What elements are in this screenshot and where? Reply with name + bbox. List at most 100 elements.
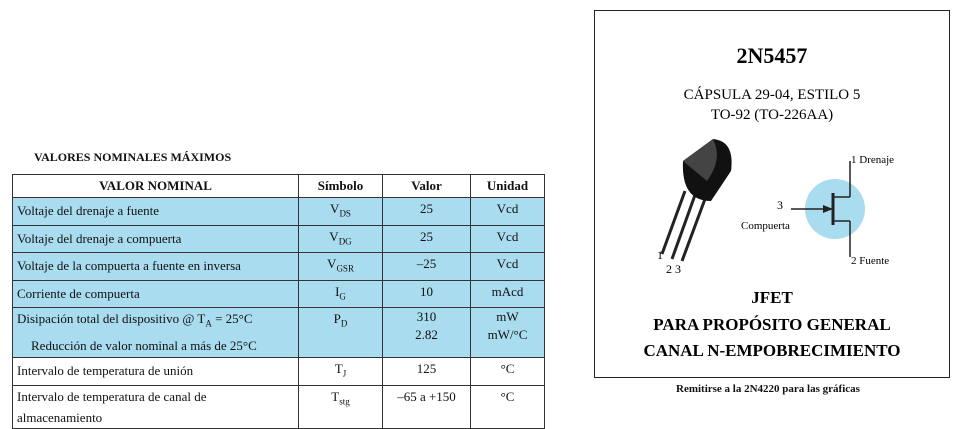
parameter-cell: Corriente de compuerta [12,279,299,309]
value: 10 [420,283,433,299]
table-row: Disipación total del dispositivo @ TA = … [12,307,545,358]
table-row: Voltaje de la compuerta a fuente en inve… [12,252,545,281]
symbol: V [330,201,340,216]
device-graphic: 2N5457 CÁPSULA 29-04, ESTILO 5 TO-92 (TO… [643,43,900,360]
unit-cell: °C [470,384,545,429]
parameter-line: Disipación total del dispositivo @ TA = … [17,308,294,335]
device-desc: CANAL N-EMPOBRECIMIENTO [643,341,900,360]
symbol-cell: TJ [298,356,383,386]
column-header: VALOR NOMINAL [12,174,299,198]
device-box: 2N5457 CÁPSULA 29-04, ESTILO 5 TO-92 (TO… [594,10,950,378]
unit: °C [500,388,515,404]
footnote: Remitirse a la 2N4220 para las gráficas [676,383,860,395]
symbol: P [333,311,341,327]
unit-cell: Vcd [470,197,545,226]
table-row: Voltaje del drenaje a fuente VDS 25 Vcd [12,197,545,226]
parameter-cell: Disipación total del dispositivo @ TA = … [12,307,299,358]
unit: mW/°C [487,327,528,343]
package: CÁPSULA 29-04, ESTILO 5 [684,86,861,103]
parameter-cell: Voltaje del drenaje a compuerta [12,224,299,254]
ratings-table: VALOR NOMINAL Símbolo Valor Unidad Voltaje … [12,174,545,429]
symbol-cell: Tstg [298,384,383,429]
value: 25 [420,201,433,216]
unit-cell: Vcd [470,252,545,281]
symbol-sub: DS [339,208,351,219]
parameter-text: Disipación total del dispositivo @ T [17,311,206,327]
parameter-line: Voltaje de la compuerta a fuente en inve… [17,258,241,274]
column-header: Unidad [470,174,545,198]
parameter-cell: Voltaje del drenaje a fuente [12,197,299,226]
unit-cell: Vcd [470,224,545,254]
value-cell: 310 2.82 [382,307,471,358]
value-cell: –65 a +150 [382,384,471,429]
value: 310 [416,309,437,325]
table-row: Intervalo de temperatura de unión TJ 125 °C [12,356,545,386]
value-cell: 25 [382,197,471,226]
jfet-symbol [791,161,865,257]
value: 25 [420,228,433,244]
symbol-cell: VGSR [298,252,383,281]
symbol-sub: J [342,368,347,379]
column-header: Valor [382,174,471,198]
value-cell: –25 [382,252,471,281]
parameter-sub: A [205,318,212,329]
symbol-sub: G [339,291,346,302]
unit: Vcd [496,228,519,244]
value-cell: 10 [382,279,471,309]
symbol-cell: VDG [298,224,383,254]
unit: Vcd [496,256,519,272]
parameter-line: Corriente de compuerta [17,286,140,302]
pin-label: 3 [777,198,783,212]
unit: °C [500,360,515,376]
pin-label: 2 3 [666,262,681,276]
unit: Vcd [496,201,519,216]
symbol: T [334,360,343,376]
symbol-cell: PD [298,307,383,358]
symbol: T [331,388,340,404]
unit: mW [496,309,519,325]
symbol-sub: DG [338,236,352,247]
value: 2.82 [415,327,438,343]
value: 125 [416,360,437,376]
value: –25 [416,256,437,272]
parameter-cell: Voltaje de la compuerta a fuente en inve… [12,252,299,281]
pin-label: 1 Drenaje [851,154,894,166]
to92-package [660,139,732,262]
value-cell: 25 [382,224,471,254]
unit-cell: °C [470,356,545,386]
device-desc: PARA PROPÓSITO GENERAL [653,315,890,334]
pin-label: Compuerta [741,220,790,232]
package-alt: TO-92 (TO-226AA) [711,107,833,123]
symbol: I [335,283,340,299]
table-row: Intervalo de temperatura de canal de alm… [12,384,545,429]
unit: mAcd [491,283,524,299]
parameter-line: Voltaje del drenaje a compuerta [17,230,182,246]
table-row: Corriente de compuerta IG 10 mAcd [12,279,545,309]
parameter-text: = 25°C [211,311,253,327]
parameter-line: Voltaje del drenaje a fuente [17,203,159,219]
symbol-sub: stg [339,396,350,407]
unit-cell: mAcd [470,279,545,309]
value: –65 a +150 [397,388,456,404]
symbol-sub: GSR [336,263,354,274]
parameter-cell: Intervalo de temperatura de unión [12,356,299,386]
pin-label: 2 Fuente [851,255,889,267]
parameter-cell: Intervalo de temperatura de canal de alm… [12,384,299,429]
table-title: VALORES NOMINALES MÁXIMOS [34,150,232,164]
symbol: V [329,228,339,244]
symbol-cell: IG [298,279,383,309]
device-type: JFET [751,288,793,307]
value-cell: 125 [382,356,471,386]
table-row: Voltaje del drenaje a compuerta VDG 25 Vcd [12,224,545,254]
parameter-line: Reducción de valor nominal a más de 25°C [31,337,257,353]
part-number: 2N5457 [737,43,808,68]
symbol-cell: VDS [298,197,383,226]
symbol: V [327,256,337,272]
pin-label: 1 [657,248,663,262]
page: VALORES NOMINALES MÁXIMOS VALOR NOMINAL S… [12,10,950,429]
symbol-sub: D [340,318,348,329]
parameter-line: Intervalo de temperatura de canal de alm… [17,388,207,425]
column-header: Símbolo [298,174,383,198]
unit-cell: mW mW/°C [470,307,545,358]
parameter-line: Intervalo de temperatura de unión [17,363,194,379]
